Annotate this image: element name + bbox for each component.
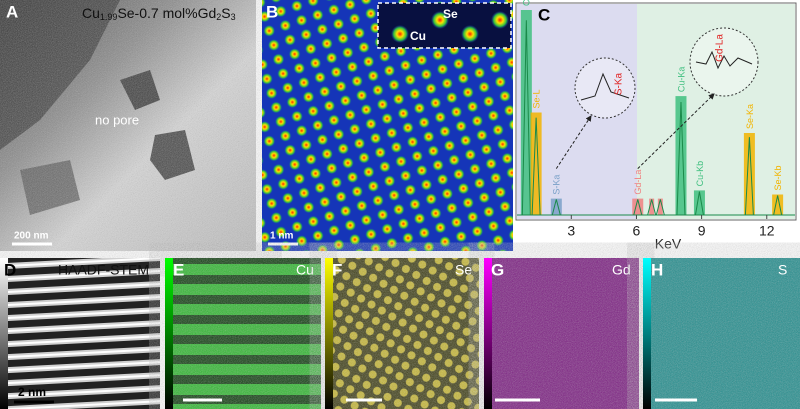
- x-tick-label: 6: [633, 223, 641, 239]
- x-tick-label: 9: [698, 223, 706, 239]
- inset-atom: [431, 11, 449, 29]
- peak-bar: [693, 190, 705, 215]
- peak-bar: [530, 112, 542, 215]
- formula-part: S: [221, 5, 230, 21]
- peak-bar: [743, 133, 755, 215]
- subscript: 1.99: [100, 12, 118, 22]
- composition: Cu1.99Se-0.7 mol%Gd2S3: [82, 5, 236, 23]
- peak-line: [694, 191, 704, 216]
- panel-letter: G: [491, 260, 504, 279]
- peak-bar: [657, 198, 663, 215]
- color-bar: [0, 258, 8, 409]
- panel-letter: C: [538, 5, 550, 24]
- stem-image: [0, 258, 160, 409]
- zoom-label: Gd-La: [715, 34, 726, 62]
- texture: [165, 258, 321, 409]
- texture: [643, 258, 800, 409]
- zoom-curve: [695, 50, 753, 70]
- peak-line: [531, 117, 541, 216]
- panel-letter: E: [173, 260, 184, 279]
- panel-letter: D: [4, 260, 16, 279]
- peak-label: Se-L: [531, 89, 541, 108]
- texture: [325, 258, 479, 409]
- inset-label: Cu: [410, 29, 426, 43]
- inset-atom: [391, 25, 409, 43]
- panel-d: D HAADF-STEM 2 nm: [0, 258, 160, 409]
- panel-label: HAADF-STEM: [58, 262, 149, 278]
- zoom-arrow: [555, 115, 592, 169]
- panel-label: S: [778, 262, 787, 278]
- color-bar: [643, 258, 651, 409]
- panel-letter: H: [651, 260, 663, 279]
- peak-label: Cu-Kb: [695, 161, 705, 187]
- panel-label: Gd: [612, 262, 631, 278]
- color-bar: [484, 258, 492, 409]
- inset-label: Se: [443, 7, 458, 21]
- peak-line: [773, 195, 783, 216]
- zoom-label: S-Ka: [614, 72, 625, 95]
- panel-letter: F: [332, 260, 342, 279]
- panel-e: E Cu: [165, 258, 321, 409]
- peak-label: Se-Ka: [745, 104, 755, 129]
- panel-h: H S: [643, 258, 800, 409]
- peak-line: [521, 20, 531, 216]
- x-tick-label: 12: [759, 223, 775, 239]
- peak-line: [744, 137, 754, 216]
- inset-atom: [491, 11, 509, 29]
- x-tick-label: 3: [567, 223, 575, 239]
- peak-bar: [632, 198, 644, 215]
- peak-line: [655, 199, 665, 216]
- peak-label: Gd-La: [633, 170, 643, 195]
- zoom-circle: [574, 57, 636, 119]
- panel-letter: B: [266, 2, 278, 21]
- scale-label: 200 nm: [14, 231, 49, 242]
- inset-atom: [461, 25, 479, 43]
- panel-g: G Gd: [484, 258, 639, 409]
- peak-bar: [772, 194, 784, 215]
- zoom-curve: [580, 72, 630, 101]
- x-axis-label: KeV: [655, 236, 682, 252]
- panel-c: Cu-L Se-L S-Ka Gd-La Cu-Ka Cu-Kb Se-Ka Se-Kb 3 6 9…: [515, 0, 797, 252]
- panel-f: F Se: [325, 258, 479, 409]
- scale-label: 2 nm: [18, 385, 46, 399]
- peak-line: [647, 199, 657, 216]
- color-bar: [325, 258, 333, 409]
- subscript: 3: [231, 12, 236, 22]
- formula-part: Se-0.7 mol%Gd: [117, 5, 216, 21]
- panel-label: Cu: [296, 262, 314, 278]
- peak-label: Cu-L: [522, 0, 532, 6]
- peak-line: [676, 102, 686, 216]
- panel-letter: A: [6, 2, 18, 21]
- peak-line: [633, 199, 643, 216]
- formula-part: Cu: [82, 5, 100, 21]
- peak-line: [551, 199, 561, 216]
- peak-label: Cu-Ka: [676, 67, 686, 93]
- scale-label: 1 nm: [270, 231, 293, 242]
- color-bar: [165, 258, 173, 409]
- peak-bar: [675, 96, 687, 215]
- zoom-arrow: [637, 93, 715, 169]
- annotation: no pore: [95, 112, 139, 127]
- panel-b: B Se Cu 1 nm: [262, 0, 513, 251]
- shade-high: [637, 4, 795, 219]
- peak-label: Se-Kb: [773, 165, 783, 190]
- texture: [484, 258, 639, 409]
- peak-bar: [520, 10, 532, 215]
- peak-label: S-Ka: [552, 175, 562, 195]
- panel-label: Se: [455, 262, 472, 278]
- texture: [0, 0, 256, 251]
- subscript: 2: [216, 12, 221, 22]
- panel-a: A Cu1.99Se-0.7 mol%Gd2S3 no pore 200 nm: [0, 0, 256, 251]
- peak-bar: [649, 198, 655, 215]
- peak-bar: [550, 198, 562, 215]
- zoom-circle: [689, 27, 759, 97]
